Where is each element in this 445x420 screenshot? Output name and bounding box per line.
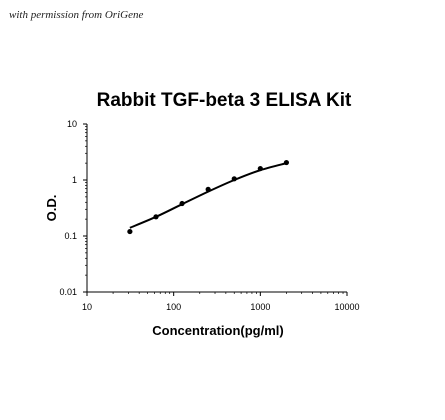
y-tick-label: 0.01 (59, 287, 77, 297)
data-point (231, 176, 237, 182)
y-tick-label: 10 (67, 119, 77, 129)
y-axis-label: O.D. (44, 195, 59, 222)
x-tick-label: 10 (82, 302, 92, 312)
x-tick-label: 1000 (250, 302, 270, 312)
x-tick-label: 100 (166, 302, 181, 312)
data-point (283, 159, 290, 166)
y-tick-label: 0.1 (64, 231, 77, 241)
x-tick-label: 10000 (334, 302, 359, 312)
permission-watermark: with permission from OriGene (9, 9, 144, 21)
x-axis-label: Concentration(pg/ml) (152, 323, 283, 338)
axes (86, 124, 347, 293)
y-tick-label: 1 (72, 175, 77, 185)
data-point (153, 214, 159, 220)
chart-title: Rabbit TGF-beta 3 ELISA Kit (97, 90, 352, 111)
axis-ticks: 10 1 0.1 0.01 10 100 1000 10000 (59, 119, 359, 312)
data-point (179, 200, 185, 207)
fit-curve-line (129, 162, 287, 229)
data-point (127, 228, 133, 235)
data-marks (127, 159, 290, 235)
data-point (257, 165, 263, 172)
data-point (205, 186, 211, 192)
